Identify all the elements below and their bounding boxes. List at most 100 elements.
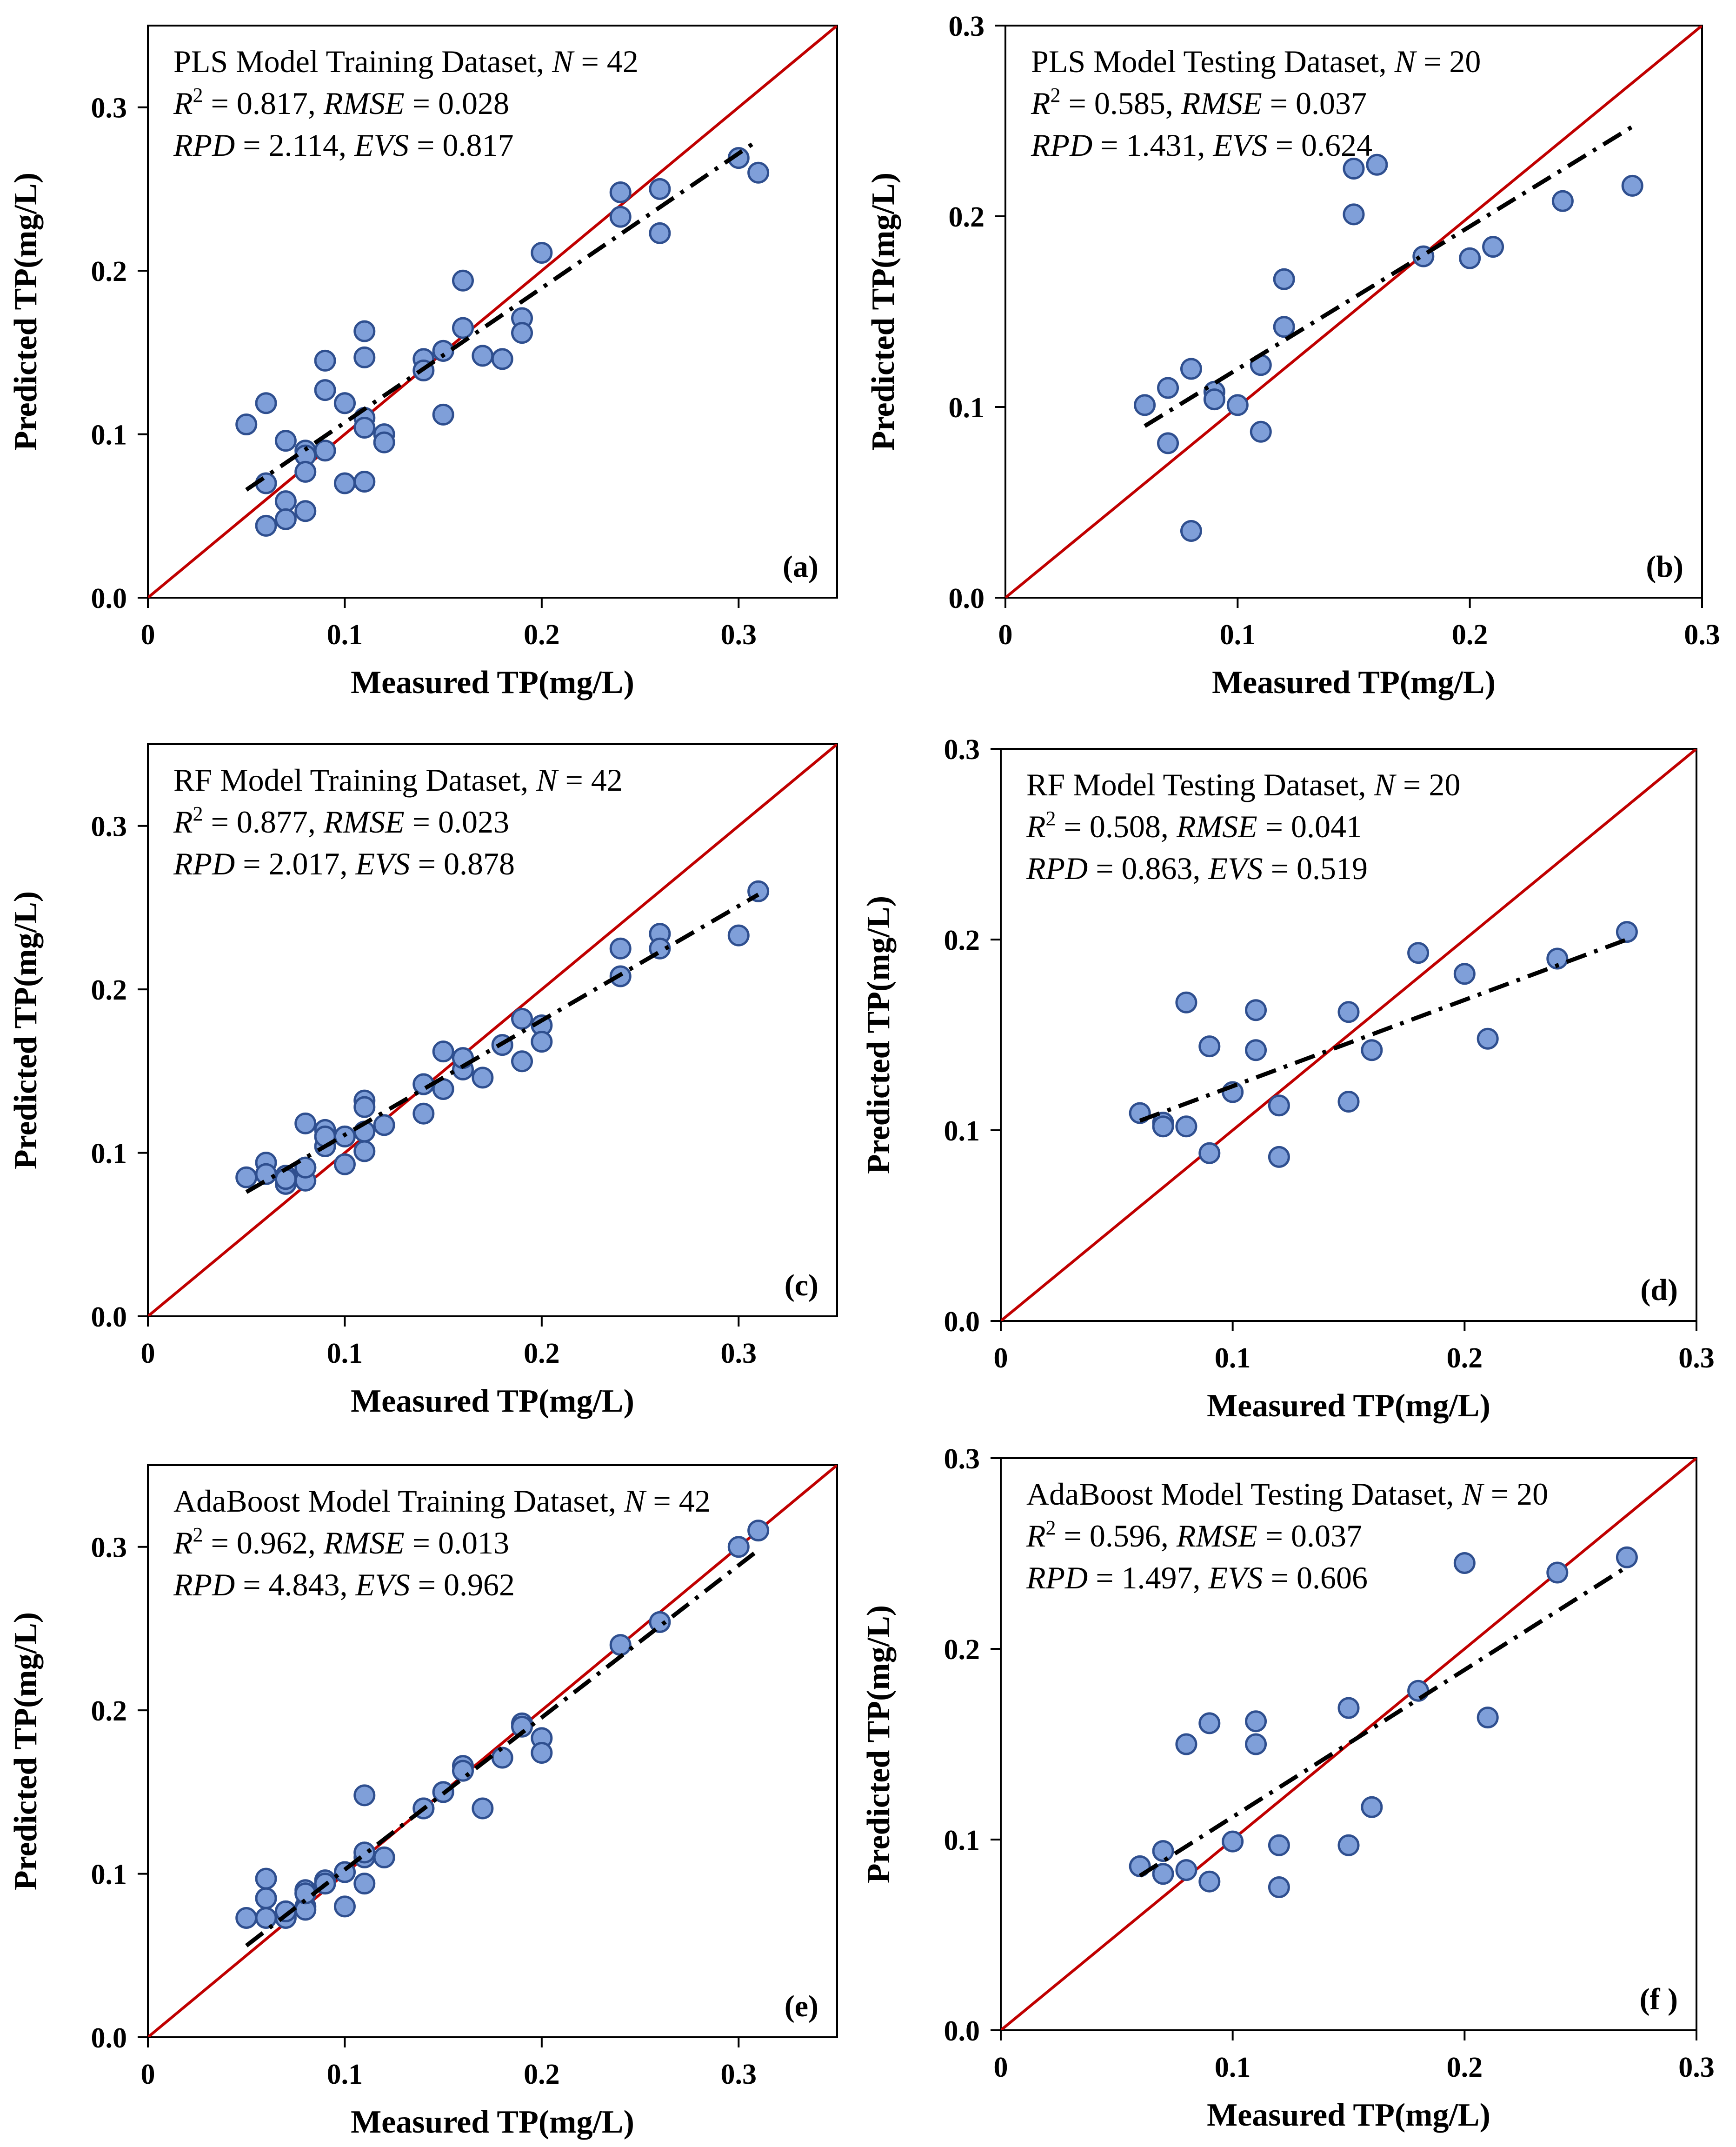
data-point [274,1900,297,1922]
annotation-dataset: PLS Model Testing Dataset, [1031,44,1395,79]
data-point [333,1153,356,1175]
data-point [511,1007,533,1030]
x-tick-label: 0.3 [721,2059,757,2090]
x-tick-label: 0 [994,2052,1008,2083]
annotation-rpd-evs: RPD = 2.114, EVS = 0.817 [173,127,513,163]
annotation-title: AdaBoost Model Testing Dataset, N = 20 [1026,1476,1548,1512]
x-tick-label: 0.1 [327,1338,363,1369]
annotation-eq: = [1268,127,1301,163]
rpd-value: 1.497 [1122,1560,1193,1595]
annotation-rpd-evs: RPD = 1.497, EVS = 0.606 [1026,1560,1368,1595]
identity-line [148,26,837,598]
annotation-title: PLS Model Testing Dataset, N = 20 [1031,44,1481,79]
fit-line [1138,1565,1628,1878]
x-tick-label: 0.2 [524,2059,560,2090]
annotation-n-label: N [552,44,575,79]
evs-value: 0.606 [1297,1560,1368,1595]
annotation-dataset: RF Model Testing Dataset, [1026,767,1374,802]
rpd-value: 4.843 [269,1567,340,1602]
data-point [412,1102,435,1125]
annotation-eq: = [1088,1560,1121,1595]
x-axis-title: Measured TP(mg/L) [351,1383,634,1419]
plot-content [1001,1458,1696,2030]
data-point [1245,1039,1267,1061]
annotation-sep: , [1161,809,1177,844]
annotation-rpd-evs: RPD = 1.431, EVS = 0.624 [1031,127,1372,163]
plot-frame [147,1464,838,2038]
data-point [609,206,632,228]
y-tick-label: 0.0 [944,1306,980,1338]
annotation-dataset: AdaBoost Model Testing Dataset, [1026,1476,1462,1512]
data-point [531,241,553,264]
data-point [1407,1680,1430,1702]
panel-label: (f ) [1640,1982,1678,2016]
annotation-sep: , [308,1525,324,1560]
evs-value: 0.817 [442,127,513,163]
data-point [1152,1115,1174,1138]
annotation-eq: = [1257,809,1291,844]
data-point [747,161,770,184]
y-tick-label: 0.2 [91,974,127,1006]
r2-label: R [173,86,193,121]
annotation-eq: = [1416,44,1449,79]
y-axis-title: Predicted TP(mg/L) [861,896,897,1174]
annotation-eq: = [203,804,237,840]
data-point [353,346,376,368]
x-axis-title: Measured TP(mg/L) [1207,1388,1490,1424]
identity-line [1005,26,1702,598]
annotation-sep: , [339,127,354,163]
data-point [373,1846,395,1868]
data-point [274,430,297,452]
panel-label: (e) [785,1989,818,2023]
rmse-label: RMSE [323,804,405,840]
data-point [491,1747,513,1769]
data-point [1407,942,1430,964]
data-point [1268,1094,1290,1117]
annotation-eq: = [1088,851,1121,886]
data-point [1366,153,1388,176]
data-point [1343,203,1365,226]
evs-label: EVS [1208,1560,1263,1595]
plot-content [148,26,837,598]
x-tick-label: 0 [994,1342,1008,1374]
r2-value: 0.596 [1090,1518,1161,1554]
annotation-r2-rmse: R2 = 0.877, RMSE = 0.023 [173,802,509,840]
evs-label: EVS [355,846,410,881]
data-point [1268,1834,1290,1856]
annotation-eq: = [409,127,442,163]
evs-value: 0.519 [1297,851,1368,886]
y-tick-label: 0.3 [944,734,980,766]
annotation-n-value: 20 [1429,767,1460,802]
data-point [472,345,494,367]
data-point [1198,1870,1221,1893]
y-tick-label: 0.3 [91,1532,127,1564]
data-point [1175,1733,1197,1755]
data-point [1175,991,1197,1013]
data-point [432,1040,454,1063]
annotation-eq: = [1483,1476,1517,1512]
annotation-eq: = [558,762,591,798]
x-axis-title: Measured TP(mg/L) [1207,2097,1490,2133]
data-point [333,472,356,494]
data-point [1459,247,1481,269]
data-point [1477,1027,1499,1050]
panel-label: (a) [783,550,818,584]
data-point [1337,1001,1360,1023]
annotation-sep: , [1165,86,1181,121]
data-point [1198,1712,1221,1734]
data-point [511,322,533,344]
data-point [1337,1697,1360,1719]
r2-value: 0.877 [237,804,308,840]
data-point [1226,394,1249,416]
x-axis-title: Measured TP(mg/L) [1212,665,1496,700]
data-point [314,349,336,372]
plot-frame [1000,748,1697,1322]
rpd-value: 2.017 [269,846,340,881]
annotation-sep: , [308,804,324,840]
annotation-r2-rmse: R2 = 0.817, RMSE = 0.028 [173,84,509,121]
r2-superscript: 2 [1051,84,1061,107]
data-point [1134,394,1156,416]
rpd-label: RPD [173,127,235,163]
data-point [1245,999,1267,1021]
